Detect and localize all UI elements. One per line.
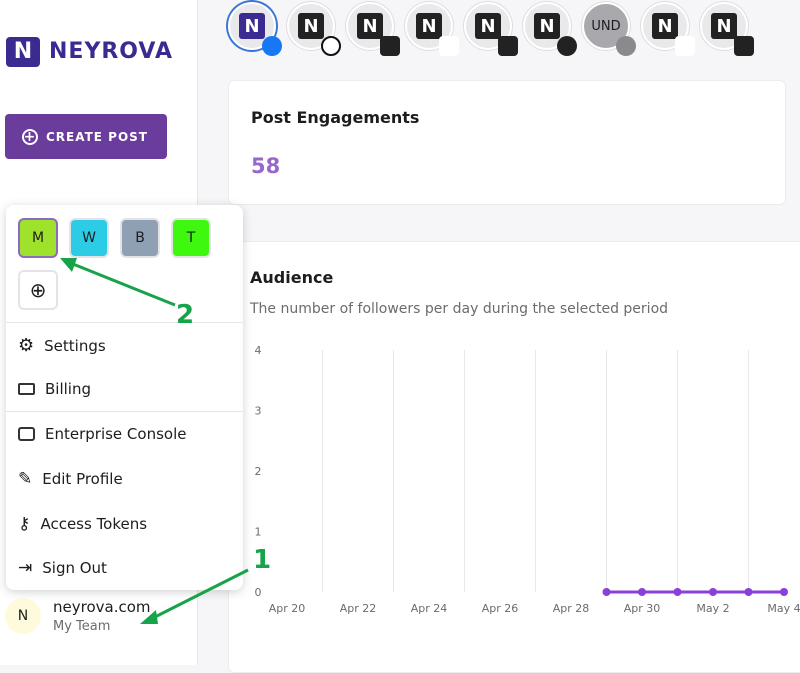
card-title: Post Engagements [251, 108, 420, 127]
y-tick-label: 0 [255, 586, 262, 599]
menu-item[interactable]: ⚷ Access Tokens [18, 514, 148, 534]
menu-item[interactable]: ✎ Edit Profile [18, 469, 123, 489]
menu-label: Sign Out [42, 559, 107, 577]
divider [6, 322, 243, 323]
audience-card [228, 241, 800, 673]
account-avatar[interactable]: N [287, 2, 341, 56]
user-avatar[interactable]: N [5, 598, 41, 634]
avatar-initials: UND [591, 18, 621, 34]
account-avatar[interactable]: N [700, 2, 754, 56]
workspace[interactable]: W [69, 218, 109, 258]
account-avatar[interactable]: N [641, 2, 695, 56]
account-avatar[interactable]: N [228, 2, 282, 56]
data-point [673, 588, 682, 596]
plus-icon: + [22, 128, 38, 145]
user-team[interactable]: My Team [53, 619, 111, 634]
logo-icon: N [6, 37, 40, 67]
account-avatar[interactable]: N [346, 2, 400, 56]
menu-label: Access Tokens [40, 515, 148, 533]
workspace-initial: B [135, 230, 145, 246]
x-tick-label: Apr 26 [482, 602, 519, 615]
menu-item[interactable]: Billing [18, 380, 91, 398]
data-point [602, 588, 611, 596]
add-workspace[interactable]: ⊕ [18, 270, 58, 310]
x-tick-label: May 2 [696, 602, 729, 615]
engagement-value: 58 [251, 154, 281, 178]
workspace-initial: W [82, 230, 96, 246]
account-row: N N N N N N UND N N [228, 0, 800, 56]
account-menu: M W B T ⊕ ⚙ Settings Billing Enterprise C… [6, 205, 243, 590]
workspace[interactable]: T [171, 218, 211, 258]
workspace[interactable]: B [120, 218, 160, 258]
menu-label: Settings [44, 336, 106, 355]
y-tick-label: 1 [255, 526, 262, 539]
user-name[interactable]: neyrova.com [53, 598, 151, 616]
data-point [744, 588, 753, 596]
x-tick-label: Apr 28 [553, 602, 590, 615]
create-post-button[interactable]: + CREATE POST [5, 114, 167, 159]
y-tick-label: 4 [255, 344, 262, 357]
y-tick-label: 3 [255, 405, 262, 418]
data-point [709, 588, 717, 596]
account-avatar[interactable]: UND [582, 2, 636, 56]
account-avatar[interactable]: N [464, 2, 518, 56]
menu-label: Enterprise Console [45, 425, 187, 443]
data-point [638, 588, 646, 596]
x-tick-label: Apr 30 [624, 602, 661, 615]
menu-label: Billing [45, 380, 91, 398]
x-tick-label: May 4 [767, 602, 800, 615]
y-tick-label: 2 [255, 465, 262, 478]
menu-item[interactable]: ⇥ Sign Out [18, 558, 107, 578]
divider [6, 411, 243, 412]
x-tick-label: Apr 24 [411, 602, 448, 615]
x-tick-label: Apr 20 [269, 602, 306, 615]
workspace[interactable]: M [18, 218, 58, 258]
workspace-initial: M [31, 230, 45, 246]
brand: NEYROVA [49, 39, 173, 64]
menu-item[interactable]: Enterprise Console [18, 425, 186, 443]
data-point [780, 588, 788, 596]
chart-title: Audience [250, 268, 333, 287]
x-tick-label: Apr 22 [340, 602, 377, 615]
menu-label: Edit Profile [42, 470, 123, 488]
menu-item[interactable]: ⚙ Settings [18, 335, 106, 356]
button-label: CREATE POST [46, 129, 148, 144]
account-avatar[interactable]: N [405, 2, 459, 56]
account-avatar[interactable]: N [523, 2, 577, 56]
chart-subtitle: The number of followers per day during t… [249, 301, 668, 317]
engagement-card: Post Engagements 58 [228, 80, 786, 205]
workspace-initial: T [186, 230, 196, 246]
